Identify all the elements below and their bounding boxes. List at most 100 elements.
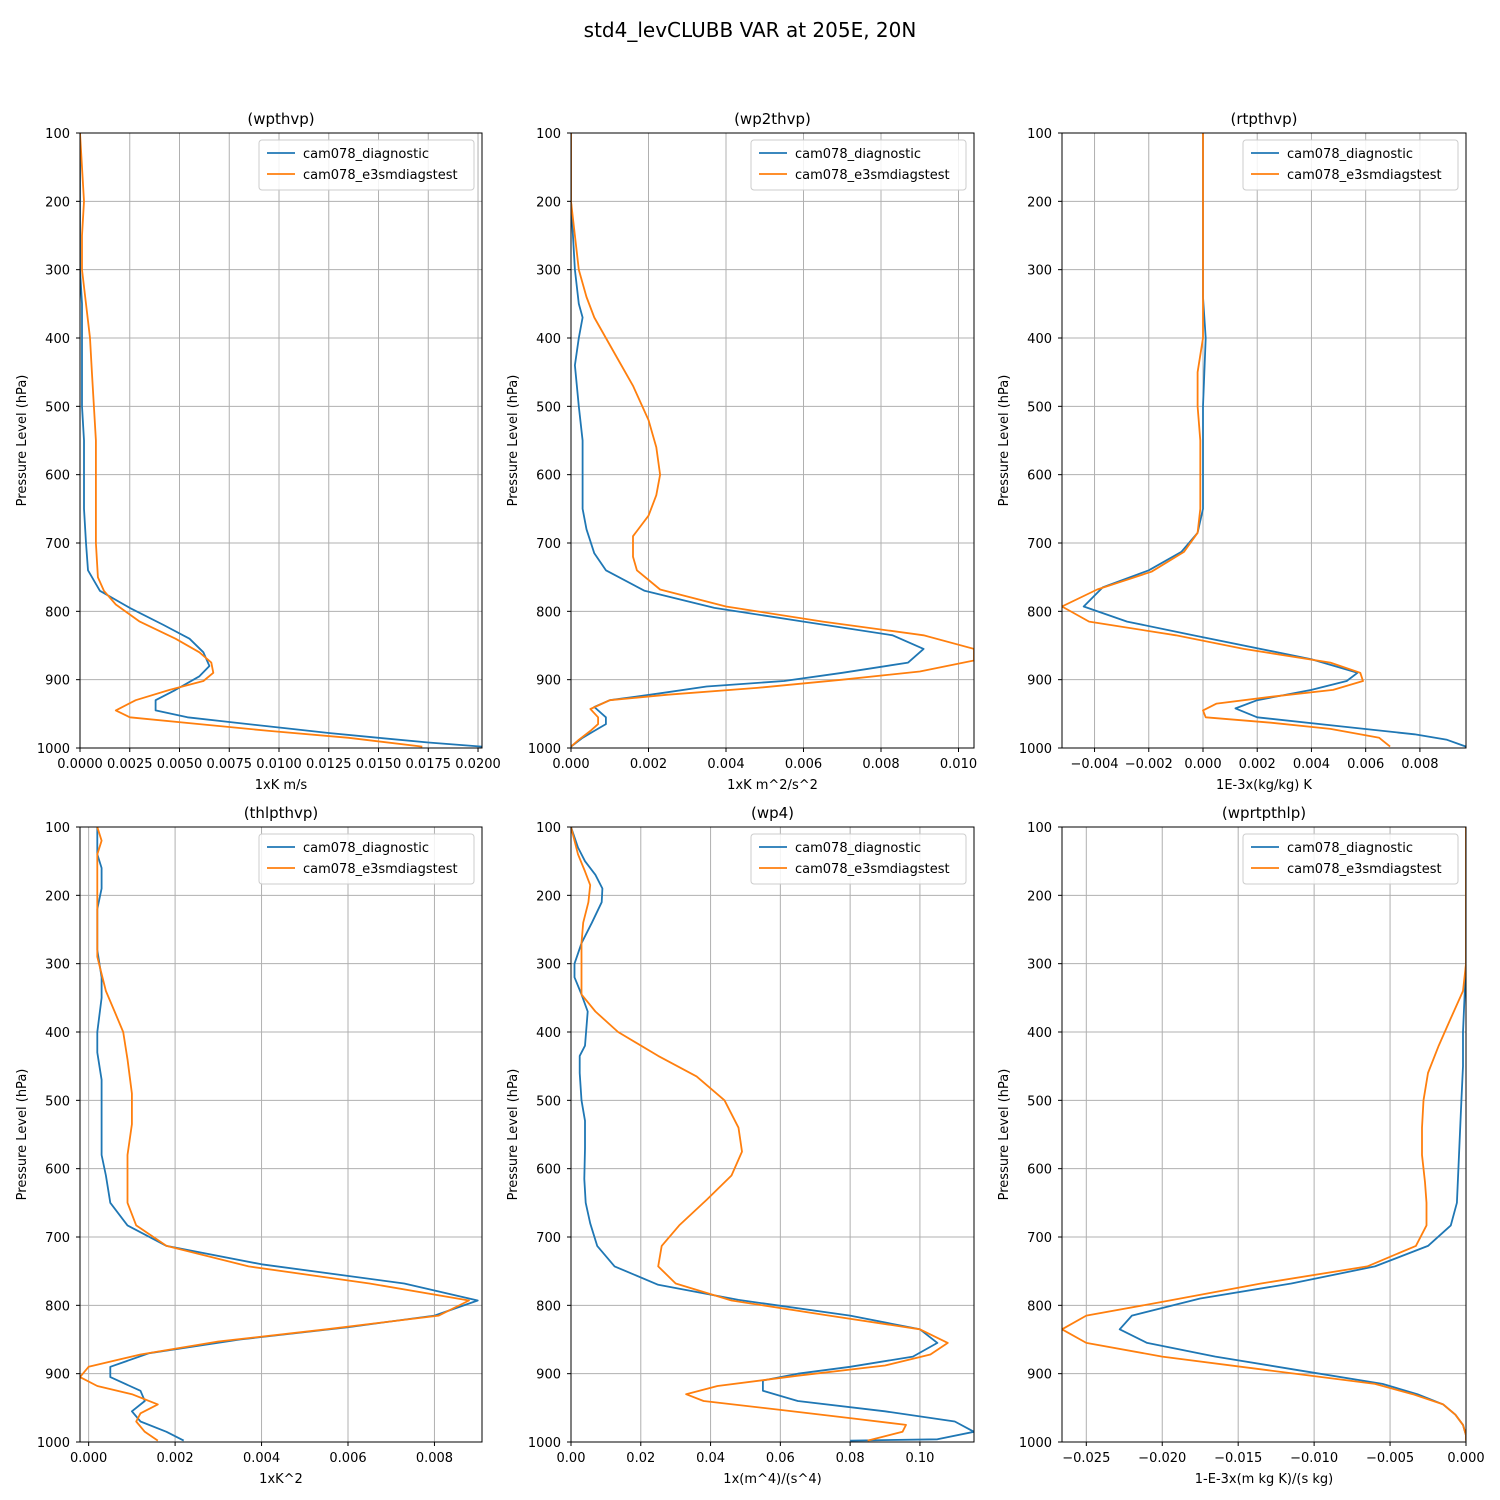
x-tick-label: 0.0100: [256, 757, 302, 772]
x-tick-label: −0.020: [1138, 1451, 1186, 1466]
y-tick-label: 300: [1027, 958, 1052, 973]
y-tick-label: 500: [45, 1094, 70, 1109]
x-tick-label: 0.004: [707, 757, 744, 772]
series-line-cam078_diagnostic: [571, 827, 974, 1442]
subplot-title: (wp4): [751, 804, 794, 822]
legend-label: cam078_diagnostic: [303, 841, 429, 856]
x-tick-label: 0.004: [1293, 757, 1330, 772]
x-tick-label: −0.010: [1290, 1451, 1338, 1466]
legend-label: cam078_e3smdiagstest: [795, 862, 950, 877]
x-tick-label: 0.002: [630, 757, 667, 772]
x-tick-label: −0.005: [1366, 1451, 1414, 1466]
legend-label: cam078_diagnostic: [795, 841, 921, 856]
subplot-0: 0.0000 0.0025 0.0050 0.0075 0.0100 0.0125 0.01…: [15, 110, 501, 793]
axes-frame: [1061, 826, 1467, 1443]
x-tick-label: 0.002: [156, 1451, 193, 1466]
series-line-cam078_e3smdiagstest: [80, 133, 423, 748]
legend-box: [258, 139, 475, 191]
y-tick-label: 200: [45, 889, 70, 904]
y-tick-label: 600: [536, 1163, 561, 1178]
y-tick-label: 900: [1027, 674, 1052, 689]
subplot-title: (wp2thvp): [734, 110, 811, 128]
y-tick-label: 100: [536, 127, 561, 142]
y-tick-label: 1000: [37, 1436, 70, 1451]
y-tick-label: 600: [1027, 469, 1052, 484]
y-tick-label: 100: [45, 127, 70, 142]
x-tick-label: 0.0050: [157, 757, 203, 772]
x-tick-label: 0.00: [557, 1451, 586, 1466]
y-tick-label: 500: [1027, 400, 1052, 415]
subplot-title: (wpthvp): [247, 110, 314, 128]
legend: cam078_diagnostic cam078_e3smdiagstest: [258, 833, 475, 885]
y-tick-label: 900: [536, 674, 561, 689]
subplot-2: −0.004 −0.002 0.000 0.002 0.004 0.006 0.008 100…: [997, 110, 1467, 793]
subplot-1: 0.000 0.002 0.004 0.006 0.008 0.010 100 200 300 4…: [506, 110, 977, 793]
x-axis-label: 1xK^2: [259, 1472, 303, 1487]
y-tick-label: 200: [1027, 195, 1052, 210]
y-tick-label: 400: [1027, 1026, 1052, 1041]
x-tick-label: 0.000: [1447, 1451, 1484, 1466]
y-tick-label: 700: [45, 1231, 70, 1246]
y-tick-label: 900: [1027, 1368, 1052, 1383]
x-tick-label: −0.025: [1062, 1451, 1110, 1466]
subplot-grid: 0.0000 0.0025 0.0050 0.0075 0.0100 0.0125 0.01…: [15, 110, 1485, 1487]
series-line-cam078_diagnostic: [1082, 133, 1466, 748]
y-tick-label: 600: [1027, 1163, 1052, 1178]
y-tick-label: 700: [45, 537, 70, 552]
legend-label: cam078_e3smdiagstest: [303, 168, 458, 183]
subplot-4: 0.00 0.02 0.04 0.06 0.08 0.10 100 200 300 400 500 6…: [506, 804, 975, 1487]
y-tick-label: 300: [45, 958, 70, 973]
y-axis-label: Pressure Level (hPa): [997, 375, 1012, 507]
y-tick-label: 600: [45, 469, 70, 484]
y-tick-label: 400: [45, 1026, 70, 1041]
x-tick-label: −0.015: [1214, 1451, 1262, 1466]
y-tick-label: 800: [536, 605, 561, 620]
y-tick-label: 400: [536, 1026, 561, 1041]
axes-frame: [1061, 132, 1467, 749]
y-tick-label: 800: [1027, 605, 1052, 620]
legend: cam078_diagnostic cam078_e3smdiagstest: [1242, 139, 1459, 191]
legend: cam078_diagnostic cam078_e3smdiagstest: [258, 139, 475, 191]
y-tick-label: 700: [1027, 537, 1052, 552]
x-tick-label: 0.0125: [306, 757, 352, 772]
y-tick-label: 700: [1027, 1231, 1052, 1246]
x-tick-label: 0.06: [766, 1451, 795, 1466]
legend-label: cam078_e3smdiagstest: [1287, 168, 1442, 183]
x-tick-label: 0.0200: [455, 757, 501, 772]
y-tick-label: 200: [536, 889, 561, 904]
x-tick-label: 0.006: [329, 1451, 366, 1466]
legend-label: cam078_diagnostic: [303, 147, 429, 162]
legend-label: cam078_diagnostic: [1287, 841, 1413, 856]
series-line-cam078_e3smdiagstest: [571, 133, 974, 748]
x-tick-label: 0.0175: [406, 757, 452, 772]
legend-box: [750, 139, 967, 191]
y-axis-label: Pressure Level (hPa): [15, 375, 30, 507]
subplot-3: 0.000 0.002 0.004 0.006 0.008 100 200 300 400 500…: [15, 804, 483, 1487]
y-axis-label: Pressure Level (hPa): [15, 1069, 30, 1201]
y-tick-label: 400: [45, 332, 70, 347]
y-tick-label: 300: [536, 264, 561, 279]
y-tick-label: 100: [536, 821, 561, 836]
x-axis-label: 1xK m/s: [255, 778, 308, 793]
y-tick-label: 900: [536, 1368, 561, 1383]
y-tick-label: 1000: [1019, 1436, 1052, 1451]
x-tick-label: 0.008: [862, 757, 899, 772]
legend-box: [750, 833, 967, 885]
x-axis-label: 1E-3x(kg/kg) K: [1216, 778, 1312, 793]
x-tick-label: 0.010: [940, 757, 977, 772]
y-tick-label: 700: [536, 1231, 561, 1246]
x-axis-label: 1xK m^2/s^2: [727, 778, 818, 793]
y-tick-label: 900: [45, 674, 70, 689]
y-tick-label: 1000: [528, 742, 561, 757]
y-tick-label: 800: [1027, 1299, 1052, 1314]
legend-label: cam078_diagnostic: [795, 147, 921, 162]
y-tick-label: 100: [1027, 127, 1052, 142]
y-tick-label: 800: [536, 1299, 561, 1314]
x-tick-label: 0.000: [552, 757, 589, 772]
legend-box: [258, 833, 475, 885]
series-line-cam078_e3smdiagstest: [1062, 133, 1391, 748]
y-axis-label: Pressure Level (hPa): [506, 375, 521, 507]
x-tick-label: 0.006: [1347, 757, 1384, 772]
x-tick-label: 0.0025: [107, 757, 153, 772]
